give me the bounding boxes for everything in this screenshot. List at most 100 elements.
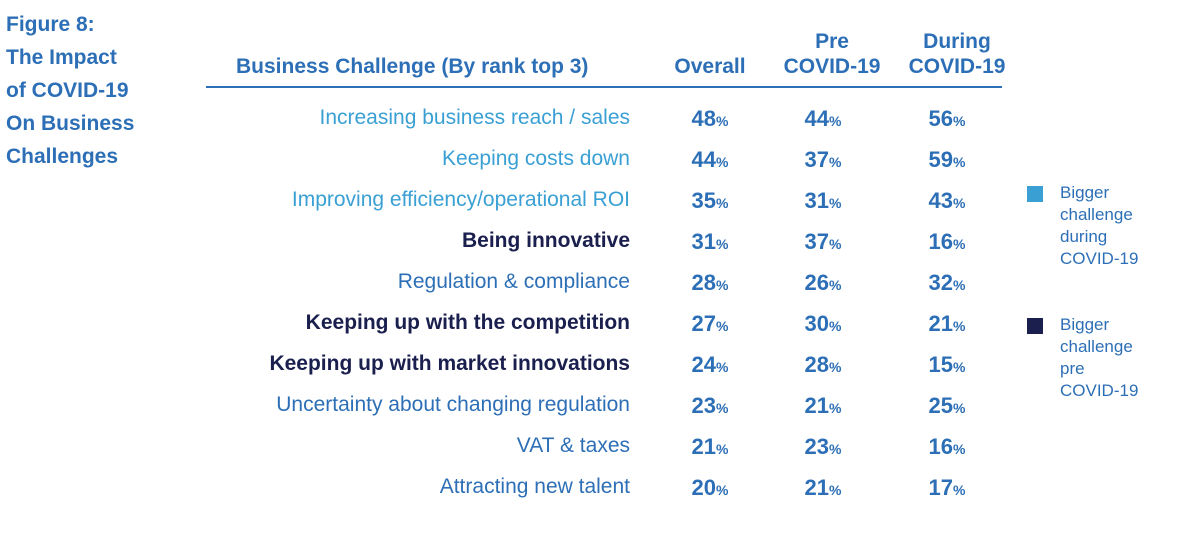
challenge-table: Increasing business reach / sales 48% 44% 5…: [0, 98, 1010, 508]
value-overall-cell: 20%: [670, 475, 750, 503]
value-during-covid: 56: [928, 106, 954, 131]
challenge-label: Regulation & compliance: [397, 270, 630, 293]
value-pre-covid-cell: 37%: [783, 229, 863, 257]
percent-sign: %: [829, 482, 842, 498]
value-during-covid: 16: [928, 229, 954, 254]
column-header-overall: Overall: [674, 55, 746, 78]
percent-sign: %: [829, 113, 842, 129]
challenge-label: Keeping up with the competition: [305, 311, 630, 334]
value-pre-covid-cell: 30%: [783, 311, 863, 339]
value-pre-covid: 21: [804, 475, 830, 500]
table-row: Keeping costs down 44% 37% 59%: [0, 139, 1010, 180]
challenge-label: Keeping up with market innovations: [269, 352, 630, 375]
legend-line: pre: [1060, 359, 1085, 378]
value-pre-covid: 23: [804, 434, 830, 459]
percent-sign: %: [829, 236, 842, 252]
percent-sign: %: [953, 113, 966, 129]
value-pre-covid: 31: [804, 188, 830, 213]
column-header-line: COVID-19: [783, 55, 881, 78]
value-overall: 35: [691, 188, 717, 213]
header-divider: [206, 86, 1002, 88]
percent-sign: %: [716, 113, 729, 129]
legend-line: COVID-19: [1060, 381, 1139, 400]
figure-title-line: Challenges: [6, 145, 119, 168]
value-overall-cell: 27%: [670, 311, 750, 339]
percent-sign: %: [716, 482, 729, 498]
table-row: Regulation & compliance 28% 26% 32%: [0, 262, 1010, 303]
table-row: Attracting new talent 20% 21% 17%: [0, 467, 1010, 508]
percent-sign: %: [829, 318, 842, 334]
value-during-covid: 21: [928, 311, 954, 336]
legend-swatch-during: [1027, 186, 1043, 202]
percent-sign: %: [953, 154, 966, 170]
value-during-covid: 16: [928, 434, 954, 459]
legend-line: COVID-19: [1060, 249, 1139, 268]
percent-sign: %: [829, 400, 842, 416]
table-row: Increasing business reach / sales 48% 44% 5…: [0, 98, 1010, 139]
challenge-label: Improving efficiency/operational ROI: [291, 188, 630, 211]
figure-title-line: The Impact: [6, 46, 117, 69]
value-pre-covid-cell: 44%: [783, 106, 863, 134]
challenge-label: Increasing business reach / sales: [319, 106, 631, 129]
challenge-label: VAT & taxes: [516, 434, 630, 457]
value-overall-cell: 35%: [670, 188, 750, 216]
value-overall: 27: [691, 311, 717, 336]
table-row: Keeping up with market innovations 24% 28%…: [0, 344, 1010, 385]
percent-sign: %: [716, 277, 729, 293]
percent-sign: %: [829, 195, 842, 211]
value-overall: 21: [691, 434, 717, 459]
legend-line: Bigger: [1060, 183, 1110, 202]
value-during-covid-cell: 56%: [907, 106, 987, 134]
column-header-line: During: [923, 30, 991, 53]
value-overall: 24: [691, 352, 717, 377]
value-pre-covid: 44: [804, 106, 830, 131]
figure-title-line: On Business: [6, 112, 135, 135]
challenge-label: Keeping costs down: [442, 147, 630, 170]
value-pre-covid-cell: 31%: [783, 188, 863, 216]
value-overall: 23: [691, 393, 717, 418]
value-during-covid-cell: 21%: [907, 311, 987, 339]
value-overall-cell: 28%: [670, 270, 750, 298]
figure-title: Figure 8: The Impact of COVID-19 On Busi…: [6, 8, 166, 173]
value-during-covid: 17: [928, 475, 954, 500]
percent-sign: %: [716, 359, 729, 375]
column-header-pre-covid: Pre COVID-19: [767, 29, 897, 79]
value-overall: 28: [691, 270, 717, 295]
table-row: Keeping up with the competition 27% 30% 21%: [0, 303, 1010, 344]
table-row: Uncertainty about changing regulation 23%…: [0, 385, 1010, 426]
percent-sign: %: [829, 359, 842, 375]
value-during-covid-cell: 59%: [907, 147, 987, 175]
value-during-covid: 43: [928, 188, 954, 213]
percent-sign: %: [716, 154, 729, 170]
column-header-line: COVID-19: [908, 55, 1006, 78]
value-overall-cell: 31%: [670, 229, 750, 257]
percent-sign: %: [953, 318, 966, 334]
value-pre-covid-cell: 26%: [783, 270, 863, 298]
value-pre-covid-cell: 28%: [783, 352, 863, 380]
value-pre-covid-cell: 37%: [783, 147, 863, 175]
percent-sign: %: [716, 236, 729, 252]
value-during-covid-cell: 17%: [907, 475, 987, 503]
percent-sign: %: [829, 154, 842, 170]
table-row: VAT & taxes 21% 23% 16%: [0, 426, 1010, 467]
challenge-label: Attracting new talent: [439, 475, 630, 498]
value-overall: 31: [691, 229, 717, 254]
challenge-label: Being innovative: [461, 229, 630, 252]
table-row: Improving efficiency/operational ROI 35% 3…: [0, 180, 1010, 221]
percent-sign: %: [953, 277, 966, 293]
percent-sign: %: [716, 400, 729, 416]
column-header-line: Pre: [815, 30, 849, 53]
value-overall-cell: 48%: [670, 106, 750, 134]
figure-title-line: Figure 8:: [6, 13, 95, 36]
column-header-during-covid: During COVID-19: [892, 29, 1022, 79]
percent-sign: %: [829, 277, 842, 293]
value-pre-covid: 28: [804, 352, 830, 377]
legend-label-during: Bigger challenge during COVID-19: [1060, 182, 1190, 270]
legend-line: Bigger: [1060, 315, 1110, 334]
percent-sign: %: [716, 441, 729, 457]
value-during-covid: 32: [928, 270, 954, 295]
figure-title-line: of COVID-19: [6, 79, 129, 102]
percent-sign: %: [953, 236, 966, 252]
value-during-covid-cell: 32%: [907, 270, 987, 298]
challenge-label: Uncertainty about changing regulation: [276, 393, 630, 416]
